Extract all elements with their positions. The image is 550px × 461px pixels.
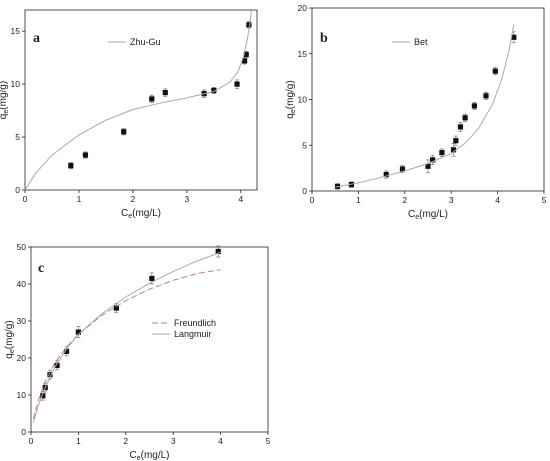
panel-b-data-point — [425, 163, 431, 169]
panel-c-data-point — [54, 362, 60, 368]
panel-b-y-tick-label: 15 — [298, 49, 308, 59]
panel-b-data-point — [471, 103, 477, 109]
panel-c-data-point — [63, 348, 70, 354]
panel-b-data-point — [483, 93, 489, 99]
panel-a-frame — [24, 9, 258, 191]
panel-a-letter: a — [33, 31, 40, 46]
panel-c-frame — [30, 246, 269, 433]
panel-a-x-tick-label: 0 — [23, 194, 28, 204]
panel-b-x-tick-label: 0 — [310, 195, 315, 205]
panel-b-x-tick-label: 5 — [542, 195, 547, 205]
panel-c-y-tick-label: 10 — [17, 390, 27, 400]
panel-c-data-point — [47, 372, 53, 378]
panel-c-y-tick-label: 50 — [17, 242, 27, 252]
panel-c-x-tick-label: 5 — [266, 436, 271, 446]
panel-b-letter: b — [320, 31, 328, 46]
panel-c-x-axis-label: Ce(mg/L) — [129, 450, 169, 461]
panel-a-zhu-gu-fit-line — [24, 9, 253, 191]
panel-b-x-tick-label: 3 — [449, 195, 454, 205]
panel-c-legend-label-langmuir: Langmuir — [174, 329, 212, 339]
panel-a-data-point — [121, 129, 127, 135]
panel-b-y-tick-label: 0 — [302, 186, 307, 196]
panel-b-data-point — [457, 124, 464, 130]
panel-b-data-point — [453, 138, 459, 144]
panel-a-data-point — [243, 51, 249, 58]
panel-a-data-point — [211, 87, 217, 94]
panel-a-legend-label-zhu-gu: Zhu-Gu — [130, 37, 161, 47]
panel-b-bet-fit-line — [335, 24, 515, 188]
panel-a-y-tick-label: 10 — [11, 79, 21, 89]
panel-b-y-axis-label: qe(mg/g) — [285, 80, 297, 118]
panel-b-y-tick-label: 5 — [302, 140, 307, 150]
panel-a-chart: a 0 1 2 3 4 0 5 10 15 Ce(mg/L) qe(mg/g) Zhu-Gu — [0, 9, 258, 220]
panel-a-data-point — [68, 163, 74, 169]
panel-c-y-tick-label: 40 — [17, 279, 27, 289]
panel-a-x-axis-label: Ce(mg/L) — [121, 208, 161, 220]
panel-b-data-point — [430, 157, 436, 163]
panel-b-data-point — [399, 166, 406, 172]
panel-a-data-point — [162, 89, 168, 96]
panel-c-x-tick-label: 2 — [123, 436, 128, 446]
panel-a-x-tick-label: 4 — [238, 194, 243, 204]
panel-a-data-point — [241, 58, 248, 64]
panel-a-y-tick-label: 0 — [15, 185, 20, 195]
panel-b-data-point — [511, 34, 517, 40]
panel-b-x-axis-label: Ce(mg/L) — [408, 209, 448, 221]
panel-c-freundlich-fit-line — [32, 269, 221, 420]
panel-b-x-tick-label: 2 — [402, 195, 407, 205]
panel-a-y-axis-label: qe(mg/g) — [0, 81, 10, 119]
panel-c-y-axis-label: qe(mg/g) — [4, 320, 16, 358]
panel-b-x-tick-label: 1 — [356, 195, 361, 205]
panel-c-letter: c — [38, 261, 44, 276]
panel-a-data-point — [246, 22, 252, 28]
panel-c-data-point — [149, 275, 155, 282]
panel-b-data-point — [439, 149, 445, 156]
panel-b-chart: b 0 1 2 3 4 5 0 5 10 15 20 Ce(mg/L) qe(mg/g) Bet — [285, 3, 547, 221]
panel-a-data-point — [82, 152, 89, 158]
panel-c-x-tick-label: 3 — [171, 436, 176, 446]
panel-b-data-point — [492, 68, 498, 74]
panel-a-data-point — [149, 96, 155, 102]
panel-c-data-point — [215, 248, 221, 255]
panel-c-x-tick-label: 0 — [29, 436, 34, 446]
panel-c-y-tick-label: 20 — [17, 353, 27, 363]
panel-a-data-point — [234, 81, 240, 87]
panel-b-legend-label-bet: Bet — [414, 37, 428, 47]
panel-b-data-point — [450, 147, 457, 153]
panel-b-data-point — [462, 115, 468, 121]
panel-c-y-tick-label: 30 — [17, 316, 27, 326]
panel-c-data-point — [40, 393, 46, 399]
panel-c-langmuir-fit-line — [32, 251, 221, 423]
panel-a-y-tick-label: 5 — [15, 132, 20, 142]
panel-c-x-tick-label: 1 — [76, 436, 81, 446]
panel-b-y-tick-label: 10 — [298, 95, 308, 105]
panel-c-y-tick-label: 0 — [21, 427, 26, 437]
panel-b-x-tick-label: 4 — [495, 195, 500, 205]
panel-a-x-tick-label: 1 — [77, 194, 82, 204]
panel-a-x-tick-label: 3 — [184, 194, 189, 204]
panel-c-data-point — [113, 305, 119, 311]
panel-c-x-tick-label: 4 — [218, 436, 223, 446]
panel-b-data-point — [383, 171, 389, 178]
panel-a-y-tick-label: 15 — [11, 26, 21, 36]
panel-c-legend-label-freundlich: Freundlich — [174, 318, 216, 328]
panel-a-x-tick-label: 2 — [131, 194, 136, 204]
panel-b-y-tick-label: 20 — [298, 3, 308, 13]
panel-c-data-point — [75, 329, 81, 335]
